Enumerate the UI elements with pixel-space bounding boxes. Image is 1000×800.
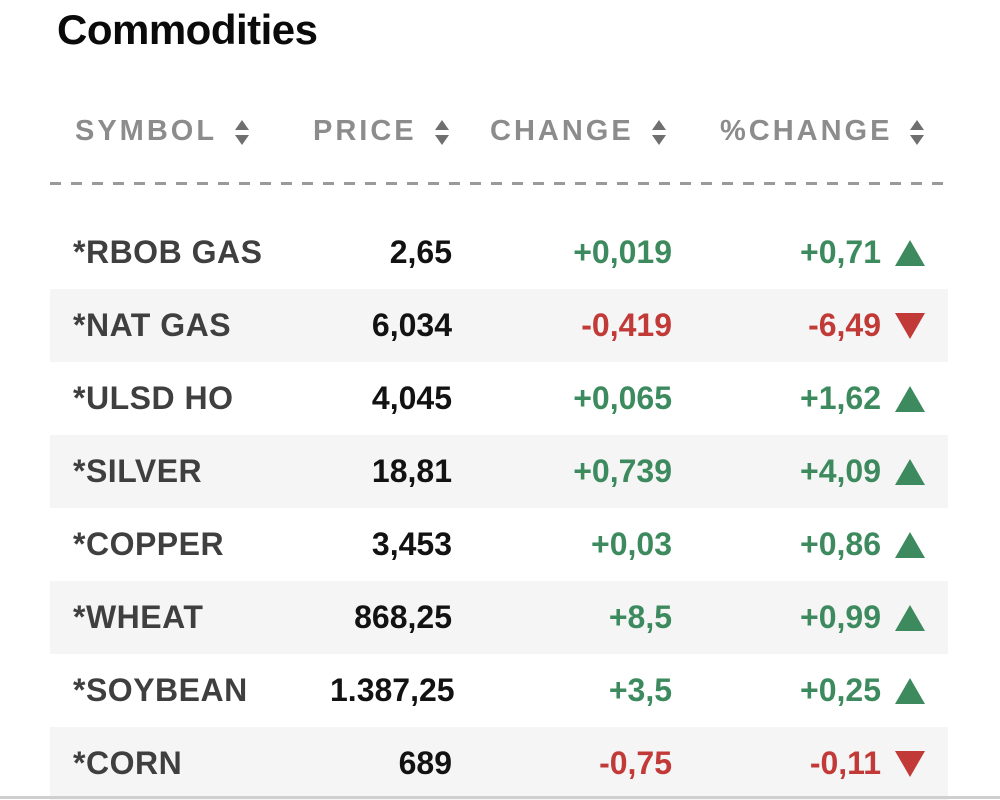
price-cell: 2,65 [389,234,452,270]
triangle-up-icon [895,239,925,266]
column-header-change-label: CHANGE [490,114,634,147]
header-dashed-divider [50,182,948,185]
table-body: *RBOB GAS 2,65 +0,019 +0,71 *NAT GAS 6,0… [50,216,948,800]
pct-change-cell: +0,86 [672,526,948,563]
price-cell: 868,25 [354,599,452,635]
symbol-cell: *ULSD HO [73,380,234,416]
sort-chevrons-icon [434,119,449,145]
symbol-cell: *SILVER [73,453,203,489]
table-header-row: SYMBOL PRICE CHANGE %CHANGE [50,108,948,154]
pct-change-cell: +1,62 [672,380,948,417]
table-row[interactable]: *COPPER 3,453 +0,03 +0,86 [50,508,948,581]
triangle-up-icon [895,604,925,631]
table-row[interactable]: *WHEAT 868,25 +8,5 +0,99 [50,581,948,654]
pct-change-cell: +0,25 [672,672,948,709]
pct-change-cell: +4,09 [672,453,948,490]
change-cell: +0,019 [573,234,672,270]
column-header-price[interactable]: PRICE [313,115,490,148]
symbol-cell: *NAT GAS [73,307,232,343]
price-cell: 3,453 [371,526,452,562]
table-row[interactable]: *RBOB GAS 2,65 +0,019 +0,71 [50,216,948,289]
change-cell: -0,419 [581,307,672,343]
symbol-cell: *WHEAT [73,599,204,635]
pct-change-cell: +0,99 [672,599,948,636]
pct-change-value: +0,25 [800,672,881,708]
column-header-pct-change-label: %CHANGE [720,114,893,147]
price-cell: 18,81 [371,453,452,489]
sort-chevrons-icon [910,119,925,145]
column-header-price-label: PRICE [313,114,417,147]
table-row[interactable]: *NAT GAS 6,034 -0,419 -6,49 [50,289,948,362]
table-row[interactable]: *ULSD HO 4,045 +0,065 +1,62 [50,362,948,435]
price-cell: 4,045 [371,380,452,416]
pct-change-value: +4,09 [800,453,881,489]
symbol-cell: *CORN [73,745,183,781]
pct-change-value: -6,49 [808,307,881,343]
symbol-cell: *RBOB GAS [73,234,263,270]
pct-change-cell: +0,71 [672,234,948,271]
symbol-cell: *COPPER [73,526,225,562]
change-cell: +0,065 [573,380,672,416]
pct-change-value: +0,99 [800,599,881,635]
sort-chevrons-icon [651,119,666,145]
pct-change-value: -0,11 [809,745,881,781]
triangle-down-icon [895,312,925,339]
table-row[interactable]: *SOYBEAN 1.387,25 +3,5 +0,25 [50,654,948,727]
pct-change-cell: -6,49 [672,307,948,344]
change-cell: +0,03 [591,526,672,562]
column-header-pct-change[interactable]: %CHANGE [720,115,948,148]
pct-change-value: +0,86 [800,526,881,562]
change-cell: -0,75 [599,745,672,781]
pct-change-value: +1,62 [800,380,881,416]
column-header-symbol-label: SYMBOL [75,114,218,147]
triangle-up-icon [895,458,925,485]
page-title: Commodities [57,6,318,53]
triangle-up-icon [895,385,925,412]
price-cell: 689 [398,745,452,781]
pct-change-cell: -0,11 [672,745,948,782]
change-cell: +3,5 [608,672,672,708]
table-row[interactable]: *CORN 689 -0,75 -0,11 [50,727,948,800]
change-cell: +8,5 [608,599,672,635]
table-row[interactable]: *SILVER 18,81 +0,739 +4,09 [50,435,948,508]
column-header-symbol[interactable]: SYMBOL [50,115,313,148]
symbol-cell: *SOYBEAN [73,672,248,708]
sort-chevrons-icon [235,119,250,145]
triangle-down-icon [895,750,925,777]
triangle-up-icon [895,677,925,704]
column-header-change[interactable]: CHANGE [490,115,720,148]
pct-change-value: +0,71 [800,234,881,270]
price-cell: 6,034 [371,307,452,343]
change-cell: +0,739 [573,453,672,489]
triangle-up-icon [895,531,925,558]
bottom-edge-divider [0,796,1000,799]
price-cell: 1.387,25 [330,672,455,708]
commodities-table: SYMBOL PRICE CHANGE %CHANGE *RBOB GAS 2,… [50,108,948,800]
